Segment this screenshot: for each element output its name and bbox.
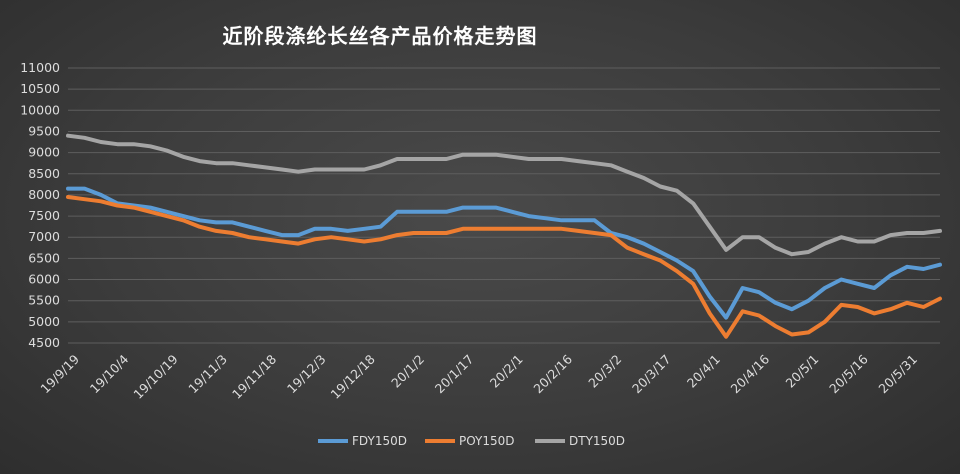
y-tick-label: 9500 [28,123,60,138]
y-tick-label: 6500 [28,250,60,265]
legend-label: POY150D [459,434,515,448]
legend-label: DTY150D [569,434,625,448]
y-tick-label: 7000 [28,229,60,244]
y-tick-label: 11000 [20,60,60,75]
y-tick-label: 8000 [28,187,60,202]
x-tick-label: 20/1/2 [388,352,427,391]
x-tick-label: 19/11/3 [185,352,230,397]
series-line-poy150d [66,195,942,339]
series-line-dty150d [66,133,942,257]
y-tick-label: 6000 [28,272,60,287]
x-tick-label: 20/4/16 [728,351,773,396]
x-tick-label: 20/4/1 [684,352,723,391]
x-tick-label: 20/1/17 [432,352,477,397]
chart-title: 近阶段涤纶长丝各产品价格走势图 [222,24,538,48]
x-tick-label: 20/5/31 [875,352,920,397]
x-tick-label: 19/12/18 [328,351,378,401]
series-line-fdy150d [66,186,942,320]
x-tick-label: 19/11/18 [229,351,279,401]
y-tick-label: 10000 [20,102,60,117]
x-tick-label: 19/9/19 [37,351,82,396]
x-tick-label: 19/10/4 [87,351,132,396]
y-tick-label: 9000 [28,145,60,160]
y-tick-label: 10500 [20,81,60,96]
y-tick-label: 8500 [28,166,60,181]
y-tick-label: 7500 [28,208,60,223]
y-tick-label: 5500 [28,293,60,308]
x-tick-label: 20/3/17 [629,352,674,397]
legend-label: FDY150D [352,434,407,448]
y-tick-label: 4500 [28,335,60,350]
x-tick-label: 20/5/16 [826,351,871,396]
x-tick-label: 20/3/2 [585,352,624,391]
x-tick-label: 19/10/19 [130,351,180,401]
y-tick-label: 5000 [28,314,60,329]
x-tick-label: 20/5/1 [782,352,821,391]
x-tick-label: 20/2/1 [487,352,526,391]
x-tick-label: 19/12/3 [284,352,329,397]
x-tick-label: 20/2/16 [530,351,575,396]
